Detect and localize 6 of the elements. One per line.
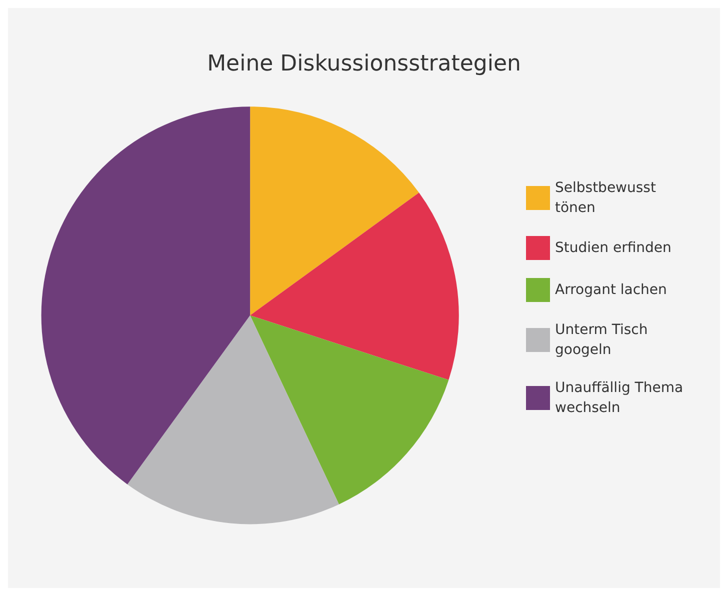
legend-label: Unauffällig Thema wechseln <box>555 380 688 416</box>
legend-label: Selbstbewusst tönen <box>555 180 660 216</box>
legend-label: Arrogant lachen <box>555 282 667 298</box>
legend-label: Studien erfinden <box>555 240 672 256</box>
legend-label: Unterm Tisch googeln <box>555 322 652 358</box>
chart-title: Meine Diskussionsstrategien <box>207 52 521 76</box>
